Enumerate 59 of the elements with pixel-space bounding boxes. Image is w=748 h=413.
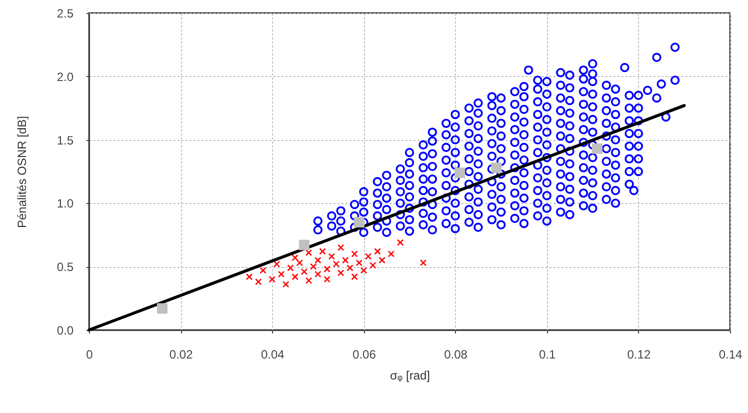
point [328, 253, 336, 260]
point [273, 260, 280, 268]
point [314, 256, 322, 264]
point [292, 273, 298, 280]
y-tick-label: 0.0 [56, 324, 74, 338]
point [300, 268, 308, 276]
point [310, 263, 317, 270]
point [246, 273, 253, 280]
point [364, 253, 372, 260]
point [314, 270, 322, 278]
y-axis-title: Pénalités OSNR [dB] [14, 116, 29, 228]
point [282, 280, 290, 288]
point [454, 168, 466, 178]
point [369, 262, 376, 269]
point [298, 240, 310, 250]
point [157, 303, 168, 314]
y-tick-label: 2.0 [56, 70, 74, 84]
point [319, 248, 326, 255]
point [296, 259, 304, 266]
x-axis-title: σᵩ [rad] [390, 368, 430, 382]
point [420, 259, 427, 266]
point [268, 276, 276, 283]
x-tick-label: 0 [86, 348, 94, 362]
point [346, 264, 354, 272]
x-tick-label: 0.02 [169, 348, 194, 362]
point [356, 259, 363, 266]
point [260, 267, 266, 274]
y-tick-label: 1.0 [56, 196, 74, 211]
x-tick-label: 0.08 [444, 348, 468, 362]
point [324, 266, 330, 273]
point [378, 256, 386, 264]
point [332, 260, 340, 268]
point [337, 244, 344, 251]
point [342, 256, 349, 264]
point [374, 248, 381, 255]
point [287, 264, 294, 272]
point [351, 250, 358, 258]
point [255, 278, 262, 286]
point [305, 277, 312, 284]
point [592, 143, 602, 154]
x-tick-label: 0.06 [352, 348, 376, 362]
point [324, 276, 330, 283]
point [491, 162, 502, 173]
x-tick-label: 0.04 [260, 348, 285, 362]
point [337, 270, 344, 276]
point [396, 239, 404, 246]
point [278, 270, 285, 278]
point [351, 273, 358, 280]
point [354, 216, 364, 228]
y-tick-label: 0.5 [56, 260, 74, 274]
y-tick-label: 1.5 [56, 133, 74, 148]
point [305, 249, 312, 256]
x-tick-label: 0.12 [627, 348, 651, 362]
point [360, 267, 368, 274]
x-tick-label: 0.1 [539, 348, 556, 362]
y-tick-label: 2.5 [56, 6, 74, 20]
point [292, 254, 298, 262]
point [388, 250, 395, 258]
x-tick-label: 0.14 [718, 348, 742, 362]
